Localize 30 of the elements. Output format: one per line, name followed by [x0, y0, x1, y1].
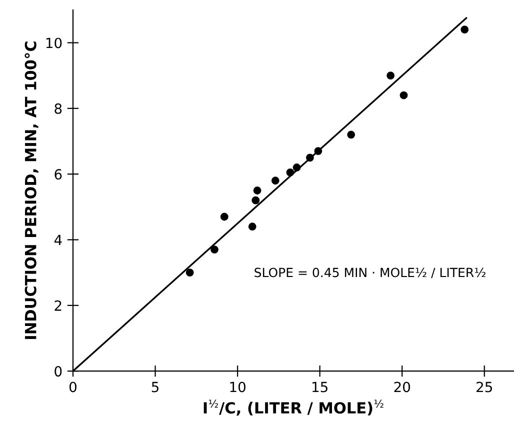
point: [286, 168, 294, 176]
y-tick-label: 10: [46, 38, 62, 48]
x-tick-label: 5: [152, 382, 158, 392]
point: [271, 176, 280, 185]
point: [306, 154, 314, 162]
point: [253, 186, 262, 194]
point: [347, 130, 356, 139]
point: [314, 147, 322, 156]
x-tick-label: 15: [312, 382, 328, 392]
point: [460, 26, 469, 34]
x-tick-label: 0: [69, 382, 76, 392]
point: [386, 72, 395, 80]
y-tick-label: 4: [54, 234, 62, 246]
x-tick-label: 20: [394, 382, 410, 392]
y-tick-label: 0: [54, 366, 62, 377]
y-axis-title: INDUCTION PERIOD, MIN, AT 100°C: [24, 42, 38, 339]
x-axis-title: I$^{½}$/C, (LITER / MOLE)$^{½}$: [204, 400, 384, 416]
point: [252, 196, 260, 204]
point: [210, 246, 218, 254]
x-tick-label: 25: [476, 382, 492, 392]
x-tick-label: 10: [230, 382, 246, 392]
annotation: SLOPE = 0.45 MIN · MOLE½ / LITER½: [254, 268, 486, 278]
y-tick-label: 8: [54, 103, 62, 114]
point: [186, 268, 194, 277]
y-tick-label: 6: [54, 169, 62, 180]
point: [400, 91, 408, 100]
point: [292, 164, 301, 172]
point: [220, 212, 228, 221]
y-tick-label: 2: [54, 300, 62, 311]
point: [248, 222, 256, 231]
